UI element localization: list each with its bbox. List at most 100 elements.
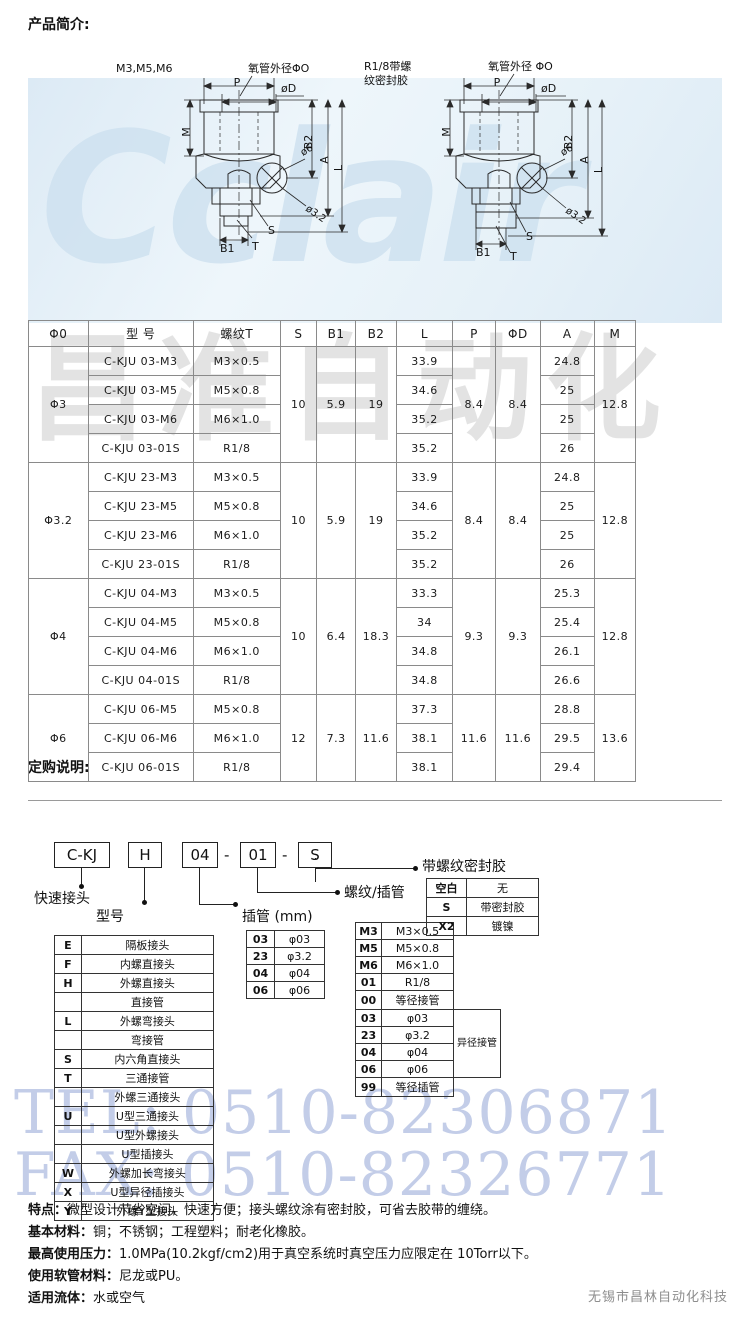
option-description: 外螺Y型接头 <box>80 1201 215 1221</box>
dim-b2-label-right: B2 <box>562 135 575 150</box>
table-row: C-KJU 23-M6 M6×1.0 35.2 25 <box>29 520 636 550</box>
table-cell: M5×0.8 <box>192 375 281 405</box>
list-item: 外螺三通接头 <box>54 1087 215 1107</box>
dim-b2-label: B2 <box>302 135 315 150</box>
table-cell: 9.3 <box>494 578 541 695</box>
dim-t-label: T <box>251 240 259 253</box>
list-item: 直接管 <box>54 992 215 1012</box>
list-item: X2 镀镍 <box>426 916 539 936</box>
table-cell: 37.3 <box>396 694 453 724</box>
table-cell: 34.6 <box>396 375 453 405</box>
table-cell: C-KJU 03-M3 <box>87 346 194 376</box>
table-cell: 29.5 <box>539 723 595 753</box>
code-segment-seal[interactable]: S <box>298 842 332 868</box>
list-item: 空白无 <box>426 878 539 898</box>
option-code: L <box>54 1011 82 1031</box>
list-item: L 外螺弯接头 <box>54 1011 215 1031</box>
table-cell: C-KJU 03-M5 <box>87 375 194 405</box>
list-item: 01 R1/8 <box>355 973 501 991</box>
drawing-background <box>28 78 722 323</box>
spec-label: 最高使用压力： <box>28 1247 120 1262</box>
option-code: 空白 <box>426 878 467 898</box>
option-code <box>54 1087 82 1107</box>
table-cell: 11.6 <box>354 694 398 782</box>
list-item: S 内六角直接头 <box>54 1049 215 1069</box>
table-row: Φ3.2 C-KJU 23-M3 M3×0.5 10 5.9 19 33.9 8.4 8.4 24… <box>28 462 637 579</box>
option-description: U型外螺接头 <box>80 1125 215 1145</box>
code-segment-type[interactable]: H <box>128 842 162 868</box>
table-row: C-KJU 04-M6 M6×1.0 34.8 26.1 <box>29 636 636 666</box>
option-description: φ3.2 <box>381 1026 454 1044</box>
table-cell: 34 <box>396 607 453 637</box>
table-cell: C-KJU 03-01S <box>87 433 194 463</box>
option-description: 三通接管 <box>80 1068 215 1088</box>
spec-line: 最高使用压力：1.0MPa(10.2kgf/cm2)用于真空系统时真空压力应限定… <box>28 1244 728 1266</box>
dim-a-label: A <box>318 156 331 164</box>
ordering-code-section: C-KJ H 04 - 01 - S 快速接头 型号 插管 (mm) 螺纹/插管… <box>28 830 722 1221</box>
table-cell: 13.6 <box>593 694 637 782</box>
watermark-logo: Cclair <box>40 95 582 304</box>
option-code: 03 <box>355 1009 382 1027</box>
table-cell: 25 <box>539 404 595 434</box>
table-cell: 25.4 <box>539 607 595 637</box>
table-cell: 12.8 <box>593 346 637 463</box>
option-code: 23 <box>246 947 275 965</box>
table-cell: 26.6 <box>539 665 595 695</box>
option-description: U型三通接头 <box>80 1106 215 1126</box>
table-cell: 35.2 <box>396 404 453 434</box>
column-header-9: A <box>539 320 595 347</box>
table-cell: 5.9 <box>316 346 356 463</box>
column-header-1: 型 号 <box>87 320 194 347</box>
table-cell: C-KJU 23-M6 <box>87 520 194 550</box>
option-description: R1/8 <box>381 973 454 991</box>
table-cell: 38.1 <box>396 723 453 753</box>
option-description: 外螺三通接头 <box>80 1087 215 1107</box>
option-description: 带密封胶 <box>466 897 539 917</box>
callout-tube-right: 氧管外径 ΦO <box>488 60 553 73</box>
table-cell: 9.3 <box>451 578 496 695</box>
table-cell: 24.8 <box>539 346 595 376</box>
option-code <box>54 1144 82 1164</box>
label-model: 型号 <box>96 909 124 925</box>
table-cell: M6×1.0 <box>192 520 281 550</box>
table-cell: C-KJU 06-M5 <box>87 694 194 724</box>
table-row: C-KJU 23-M5 M5×0.8 34.6 25 <box>29 491 636 521</box>
spec-label: 使用软管材料： <box>28 1269 120 1284</box>
list-item: M5 M5×0.8 <box>355 939 501 957</box>
option-description: φ3.2 <box>274 947 325 965</box>
table-cell: 25.3 <box>539 578 595 608</box>
option-description: 无 <box>466 878 539 898</box>
table-cell: M5×0.8 <box>192 491 281 521</box>
table-cell: M6×1.0 <box>192 636 281 666</box>
option-code: M6 <box>355 956 382 974</box>
table-cell: 11.6 <box>494 694 541 782</box>
dim-m-label: M <box>180 127 193 137</box>
option-description: 隔板接头 <box>80 935 215 955</box>
table-cell: 35.2 <box>396 549 453 579</box>
table-cell: 26.1 <box>539 636 595 666</box>
table-row: Φ4 C-KJU 04-M3 M3×0.5 10 6.4 18.3 33.3 9.3 9.3 25… <box>28 578 637 695</box>
table-cell: 6.4 <box>316 578 356 695</box>
option-description: M5×0.8 <box>381 939 454 957</box>
list-item: U型插接头 <box>54 1144 215 1164</box>
leader-seal-stub <box>315 858 316 859</box>
spec-value: 1.0MPa(10.2kgf/cm2)用于真空系统时真空压力应限定在 10Tor… <box>119 1247 537 1262</box>
table-cell: 12 <box>279 694 318 782</box>
spec-line: 适用流体：水或空气 <box>28 1288 728 1310</box>
column-header-2: 螺纹T <box>192 320 281 347</box>
table-cell: 18.3 <box>354 578 398 695</box>
code-segment-prefix[interactable]: C-KJ <box>54 842 110 868</box>
table-cell: 25 <box>539 520 595 550</box>
dim-l-label: L <box>332 164 345 171</box>
list-item: 06 φ06 <box>246 981 325 999</box>
table-cell: C-KJU 04-M6 <box>87 636 194 666</box>
option-description: 弯接管 <box>80 1030 215 1050</box>
specification-table: Φ0 型 号螺纹T S B1 B2 L P ΦD A M Φ3 C-KJU 03-M3 M3×0.5 1… <box>28 320 637 782</box>
table-cell: C-KJU 03-M6 <box>87 404 194 434</box>
column-header-5: B2 <box>354 320 398 347</box>
code-segment-tube[interactable]: 04 <box>182 842 218 868</box>
option-code: E <box>54 935 82 955</box>
table-cell: C-KJU 06-M6 <box>87 723 194 753</box>
code-segment-thread[interactable]: 01 <box>240 842 276 868</box>
column-header-8: ΦD <box>494 320 541 347</box>
